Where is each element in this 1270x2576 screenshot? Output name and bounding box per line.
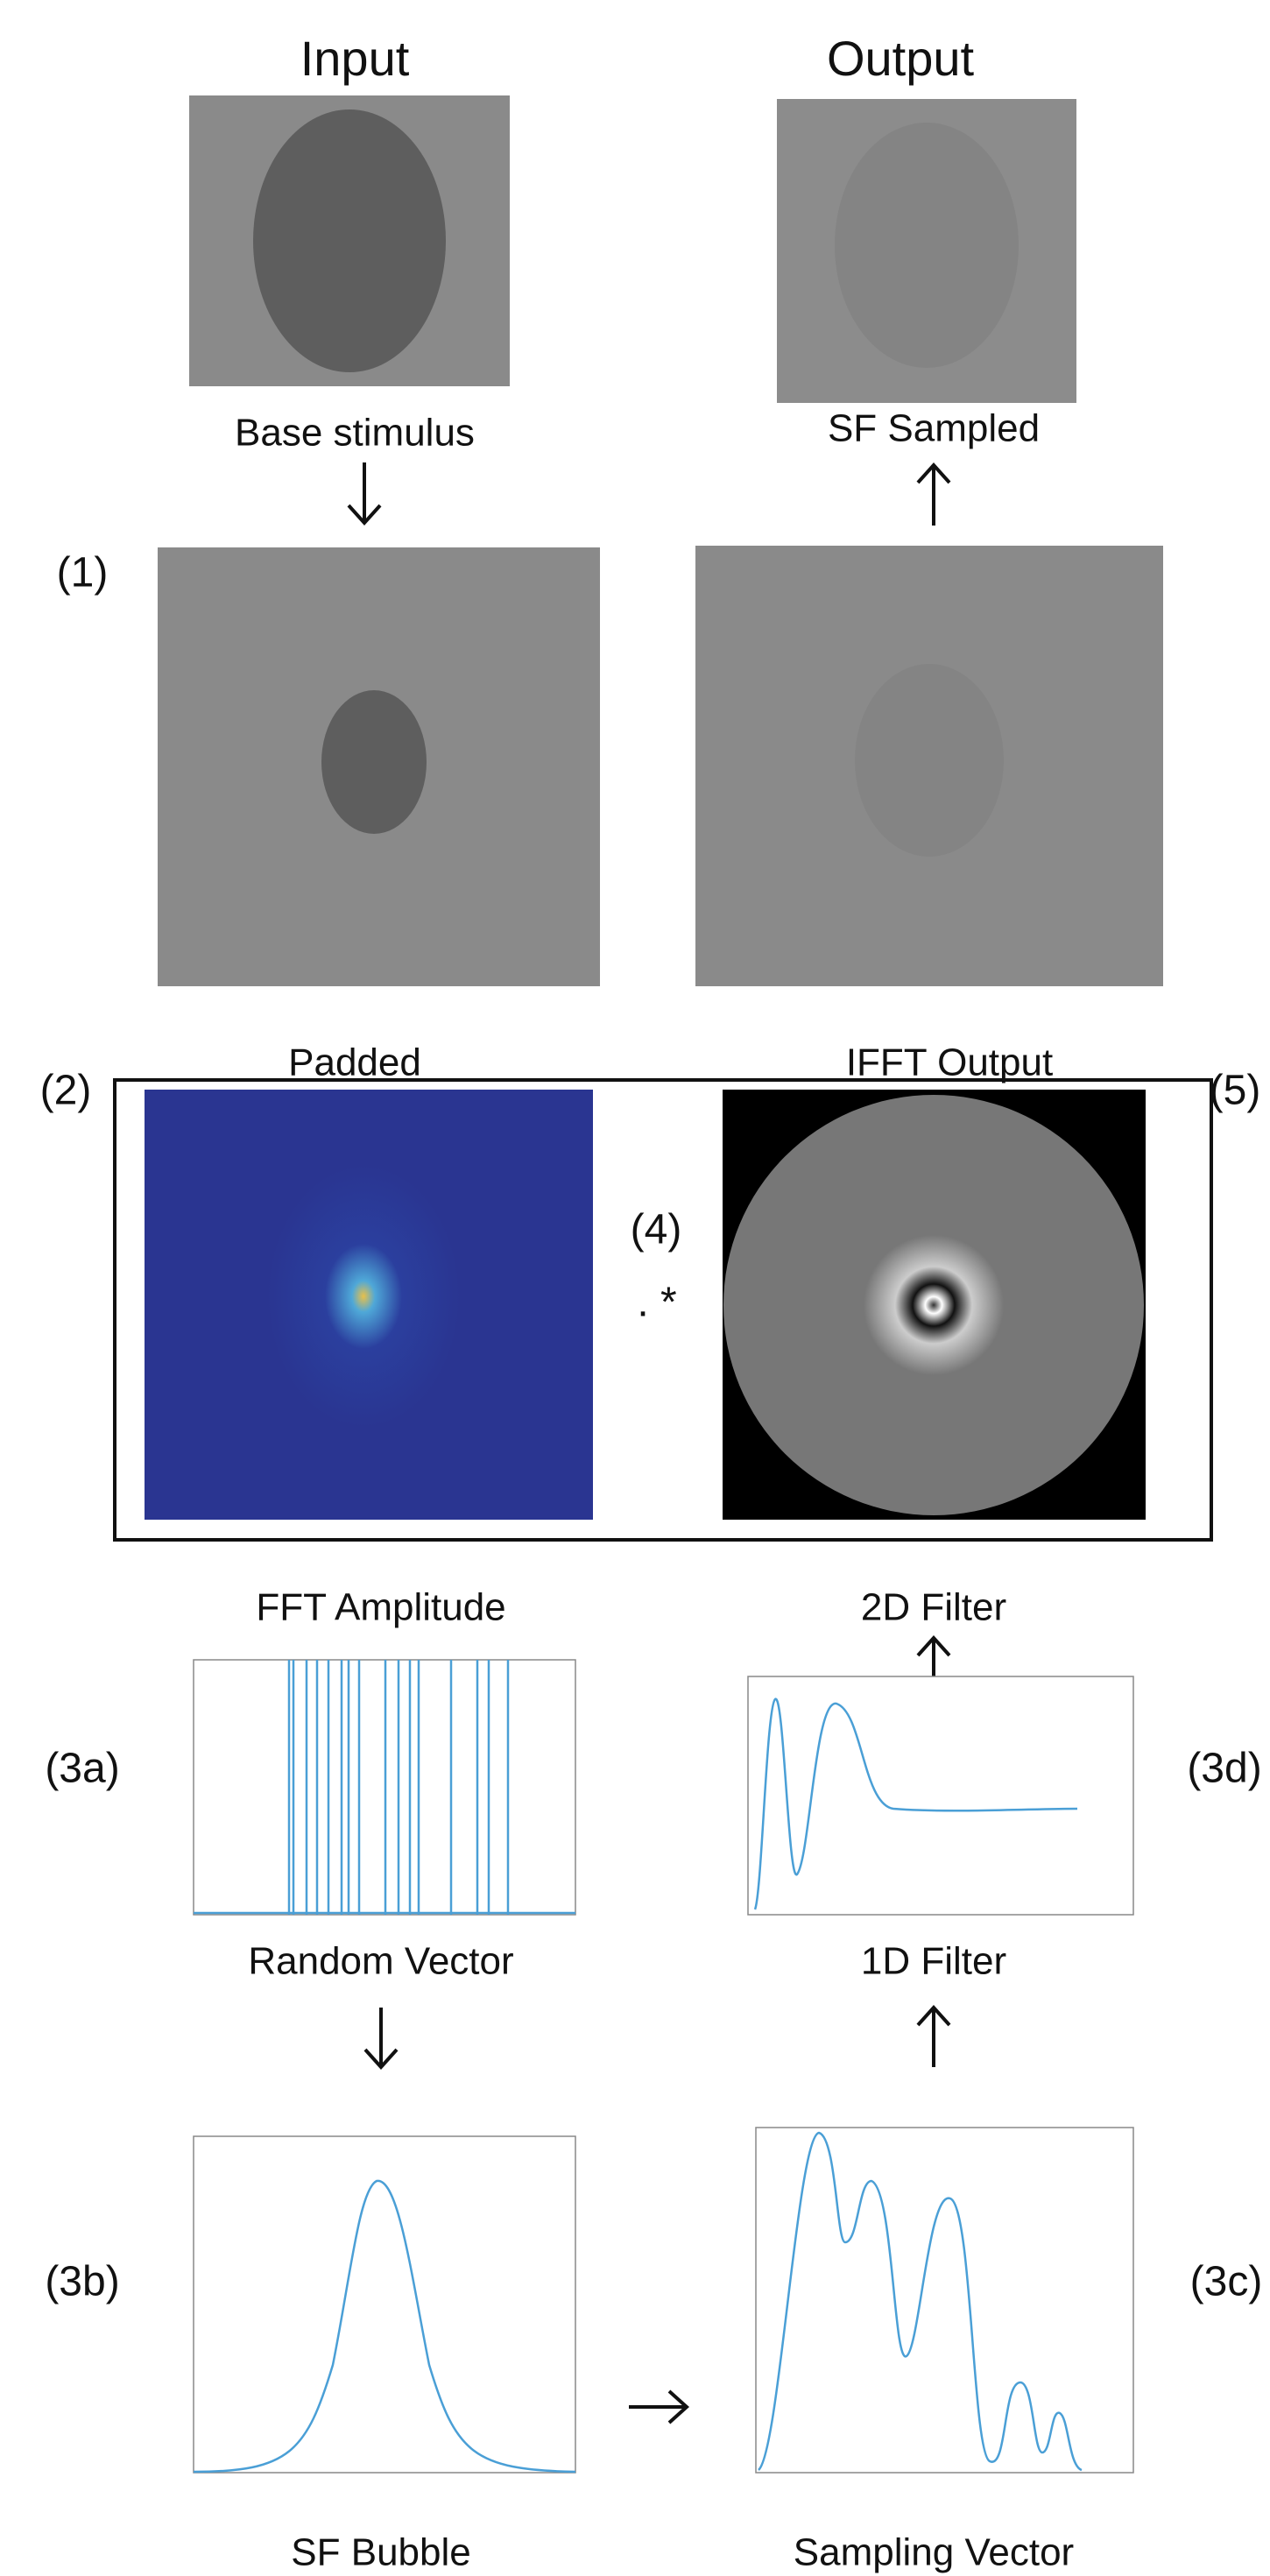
arrow	[629, 2391, 687, 2423]
padded-image	[158, 547, 600, 986]
base-image	[189, 95, 510, 386]
fft-image	[145, 1090, 593, 1520]
step-label: (3c)	[1190, 2259, 1263, 2305]
image-label: Padded	[288, 1041, 421, 1084]
image-label: SF Bubble	[291, 2531, 470, 2574]
step-label: (4)	[631, 1207, 682, 1253]
step-label: (3a)	[45, 1746, 119, 1792]
filter2d-image	[723, 1090, 1146, 1520]
image-label: 1D Filter	[861, 1940, 1006, 1983]
step-label: (3d)	[1187, 1746, 1261, 1792]
image-label: Sampling Vector	[794, 2531, 1074, 2574]
arrow	[918, 2008, 949, 2067]
image-label: SF Sampled	[828, 407, 1040, 450]
column-title: Input	[300, 31, 410, 86]
arrow	[365, 2008, 397, 2067]
image-label: Random Vector	[248, 1940, 513, 1983]
image-label: 2D Filter	[861, 1586, 1006, 1629]
image-label: Base stimulus	[235, 412, 475, 455]
step-label: (3b)	[45, 2259, 119, 2305]
arrow	[349, 462, 380, 523]
bubble-plot	[194, 2136, 575, 2473]
step-label: (2)	[40, 1068, 92, 1114]
sf-sampled-image	[777, 99, 1076, 403]
image-label: IFFT Output	[846, 1041, 1053, 1084]
column-title: Output	[827, 31, 975, 86]
step-label: (1)	[57, 550, 109, 596]
arrow	[918, 465, 949, 526]
filter1d-plot	[748, 1676, 1133, 1915]
image-label: FFT Amplitude	[256, 1586, 505, 1629]
ifft-image	[695, 546, 1163, 986]
operator: . *	[637, 1280, 676, 1326]
sampling-plot	[756, 2128, 1133, 2473]
random-vector-plot	[194, 1660, 575, 1915]
figure: Input Output Base stimulus SF Sampled (1…	[0, 0, 1270, 2576]
step-label: (5)	[1210, 1068, 1261, 1114]
